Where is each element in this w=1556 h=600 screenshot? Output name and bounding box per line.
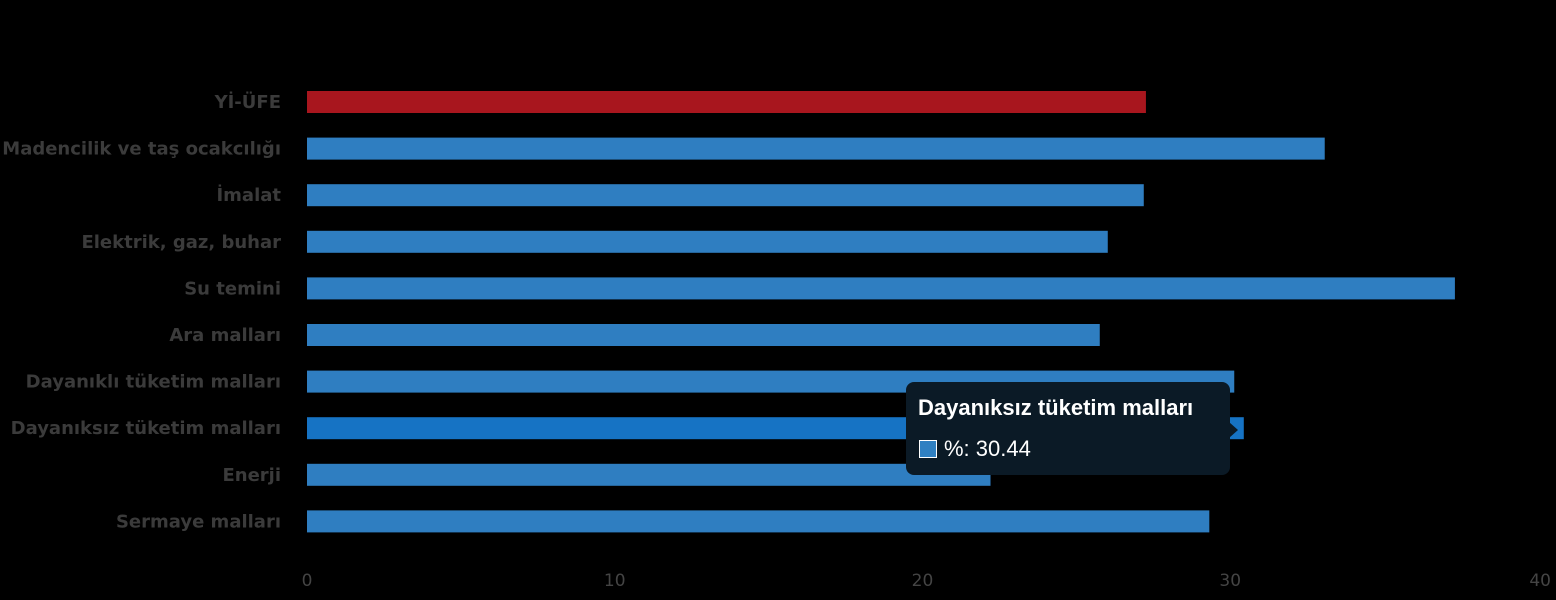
category-label: Su temini bbox=[184, 278, 281, 299]
tooltip-pointer bbox=[1229, 422, 1238, 438]
category-label: Yİ-ÜFE bbox=[214, 91, 281, 113]
x-tick-label: 30 bbox=[1219, 571, 1241, 591]
category-label: Enerji bbox=[222, 465, 281, 486]
bars-layer bbox=[307, 91, 1455, 533]
category-label: Madencilik ve taş ocakcılığı bbox=[2, 139, 281, 160]
tooltip-value-row: %: 30.44 bbox=[919, 436, 1031, 462]
x-tick-label: 40 bbox=[1529, 571, 1551, 591]
bar-enerji[interactable] bbox=[307, 463, 991, 486]
bar-ara-mallari[interactable] bbox=[307, 324, 1100, 346]
category-label: Dayanıklı tüketim malları bbox=[26, 372, 281, 393]
bar-sermaye-mallari[interactable] bbox=[307, 510, 1210, 533]
category-label: İmalat bbox=[216, 184, 281, 206]
bar-su-temini[interactable] bbox=[307, 277, 1455, 300]
x-axis-ticks: 0 10 20 30 40 bbox=[302, 571, 1551, 591]
x-tick-label: 10 bbox=[604, 571, 626, 591]
x-tick-label: 20 bbox=[912, 571, 934, 591]
category-label: Elektrik, gaz, buhar bbox=[81, 232, 281, 253]
category-label: Sermaye malları bbox=[116, 511, 281, 532]
bar-madencilik-ve-tas-ocakciligi[interactable] bbox=[307, 137, 1325, 160]
bar-imalat[interactable] bbox=[307, 184, 1144, 207]
category-label: Ara malları bbox=[169, 325, 281, 346]
tooltip-series-swatch bbox=[919, 440, 937, 458]
x-tick-label: 0 bbox=[302, 571, 313, 591]
tooltip-value: %: 30.44 bbox=[944, 436, 1031, 461]
bar-elektrik-gaz-buhar[interactable] bbox=[307, 230, 1108, 253]
bar-yi-ufe[interactable] bbox=[307, 91, 1146, 113]
tooltip-title: Dayanıksız tüketim malları bbox=[918, 395, 1194, 420]
tooltip: Dayanıksız tüketim malları %: 30.44 bbox=[906, 382, 1238, 475]
category-label: Dayanıksız tüketim malları bbox=[11, 418, 281, 439]
category-labels: Yİ-ÜFE Madencilik ve taş ocakcılığı İmalat… bbox=[2, 91, 281, 532]
